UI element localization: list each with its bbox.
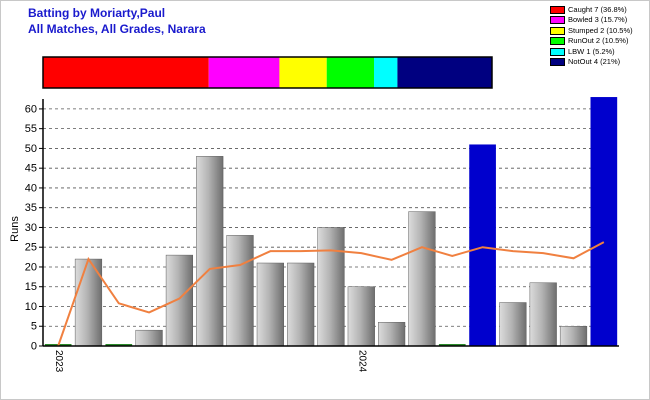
bar-innings-18 (559, 325, 588, 347)
bar-innings-12 (378, 322, 406, 347)
legend-label: RunOut 2 (10.5%) (568, 36, 629, 46)
breakdown-border (42, 56, 493, 89)
y-tick-label: 55 (25, 123, 37, 135)
bar-innings-9 (287, 262, 315, 347)
bar-innings-13 (408, 211, 436, 347)
x-tick-label: 2023 (53, 350, 64, 373)
y-tick-label: 60 (25, 103, 37, 115)
bar-innings-6 (196, 156, 224, 347)
legend-swatch (550, 26, 565, 35)
y-tick-label: 10 (25, 301, 37, 313)
bar-innings-19 (590, 97, 618, 346)
breakdown-segment-caught (43, 57, 209, 88)
legend-label: LBW 1 (5.2%) (568, 46, 615, 56)
bar-innings-17 (529, 282, 557, 347)
breakdown-segment-runout (326, 57, 375, 88)
breakdown-segment-lbw (374, 57, 398, 88)
y-axis-label: Runs (9, 216, 21, 242)
bar-innings-16 (499, 302, 527, 347)
breakdown-segment-stumped (279, 57, 327, 88)
bar-innings-3 (105, 344, 133, 346)
breakdown-segment-bowled (208, 57, 280, 88)
legend-label: Bowled 3 (15.7%) (568, 15, 628, 25)
y-tick-label: 20 (25, 261, 37, 273)
y-tick-label: 30 (25, 222, 37, 234)
bar-innings-11 (347, 286, 375, 347)
y-tick-label: 35 (25, 202, 37, 214)
bar-innings-5 (165, 254, 194, 347)
bar-innings-10 (317, 227, 345, 347)
y-tick-label: 45 (25, 163, 37, 175)
chart-subtitle: All Matches, All Grades, Narara (28, 22, 206, 36)
chart-title: Batting by Moriarty,Paul (28, 6, 166, 20)
bar-innings-14 (438, 344, 466, 346)
bar-innings-7 (226, 235, 254, 347)
y-tick-label: 0 (31, 341, 37, 353)
bar-innings-4 (135, 329, 163, 347)
x-tick-label: 2024 (356, 350, 367, 373)
bar-innings-15 (469, 144, 496, 346)
legend-swatch (550, 6, 565, 14)
legend-swatch (550, 37, 565, 46)
y-tick-label: 50 (25, 143, 37, 155)
legend-label: Stumped 2 (10.5%) (568, 25, 633, 35)
y-tick-label: 5 (31, 321, 37, 333)
average-line (57, 241, 605, 347)
breakdown-segment-notout (397, 57, 492, 88)
legend-swatch (550, 47, 565, 56)
y-tick-label: 40 (25, 182, 37, 194)
y-tick-label: 25 (25, 242, 37, 254)
legend-swatch (550, 16, 565, 25)
legend-label: Caught 7 (36.8%) (568, 5, 627, 14)
legend-label: NotOut 4 (21%) (568, 56, 621, 66)
legend-swatch (550, 57, 565, 66)
bar-innings-8 (256, 262, 284, 347)
y-tick-label: 15 (25, 281, 37, 293)
